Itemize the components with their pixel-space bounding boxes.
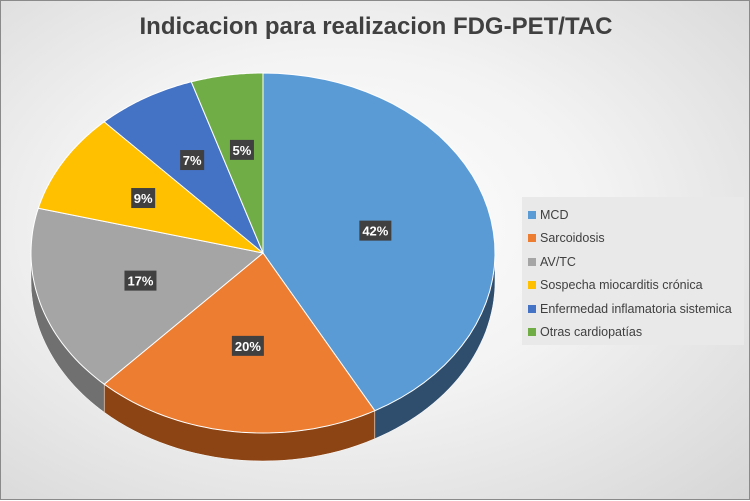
legend-item: Sarcoidosis bbox=[522, 227, 744, 251]
legend-label: Enfermedad inflamatoria sistemica bbox=[540, 301, 732, 316]
legend-swatch bbox=[528, 281, 536, 290]
data-label-box bbox=[124, 270, 157, 291]
legend-label: MCD bbox=[540, 207, 569, 222]
data-label: 7% bbox=[183, 153, 202, 168]
legend-label: Sarcoidosis bbox=[540, 231, 605, 246]
chart-title: Indicacion para realizacion FDG-PET/TAC bbox=[139, 13, 613, 40]
legend-swatch bbox=[528, 234, 536, 243]
data-label-box bbox=[359, 220, 392, 241]
legend-item: MCD bbox=[522, 203, 744, 227]
data-label: 17% bbox=[127, 274, 153, 289]
legend-label: AV/TC bbox=[540, 254, 576, 269]
legend-item: Sospecha miocarditis crónica bbox=[522, 274, 744, 298]
legend-item: Otras cardiopatías bbox=[522, 321, 744, 345]
data-label-box bbox=[229, 139, 254, 160]
legend-swatch bbox=[528, 328, 536, 337]
data-label-box bbox=[231, 335, 264, 356]
slice-av-tc[interactable] bbox=[30, 207, 265, 385]
legend-item: AV/TC bbox=[522, 250, 744, 274]
legend-label: Sospecha miocarditis crónica bbox=[540, 278, 703, 293]
slice-mcd[interactable] bbox=[262, 72, 496, 412]
legend: MCD Sarcoidosis AV/TC Sospecha miocarditis … bbox=[522, 197, 744, 345]
slice-otras-cardiopat-as[interactable] bbox=[190, 72, 264, 254]
slice-sospecha-miocarditis-cr-nica[interactable] bbox=[37, 121, 264, 254]
legend-swatch bbox=[528, 210, 536, 219]
data-label-box bbox=[131, 188, 156, 209]
data-label: 20% bbox=[235, 339, 261, 354]
legend-swatch bbox=[528, 257, 536, 266]
legend-item: Enfermedad inflamatoria sistemica bbox=[522, 297, 744, 321]
data-label: 42% bbox=[362, 224, 388, 239]
data-label-box bbox=[180, 150, 205, 171]
legend-label: Otras cardiopatías bbox=[540, 325, 643, 340]
legend-swatch bbox=[528, 304, 536, 313]
data-label: 9% bbox=[134, 191, 153, 206]
data-label: 5% bbox=[233, 143, 252, 158]
